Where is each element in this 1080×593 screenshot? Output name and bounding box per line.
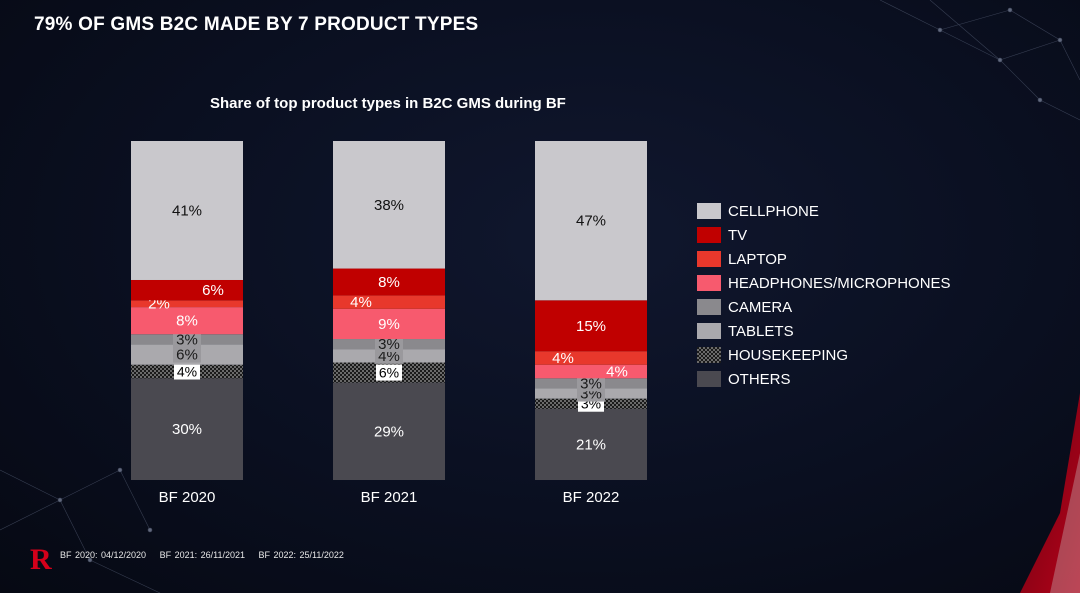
data-label-box xyxy=(376,364,402,381)
data-label-headphones-microphones: 9% xyxy=(378,316,400,333)
data-label-cellphone: 47% xyxy=(576,213,606,230)
bar-segment-cellphone xyxy=(535,141,647,301)
legend-swatch xyxy=(697,299,721,315)
legend-label: HOUSEKEEPING xyxy=(728,346,849,364)
bar-segment-tv xyxy=(333,268,445,296)
data-label-box xyxy=(174,363,200,380)
footnote: BF 2020: 04/12/2020 BF 2021: 26/11/2021 … xyxy=(60,550,354,560)
legend-swatch xyxy=(697,371,721,387)
page-title: 79% OF GMS B2C MADE BY 7 PRODUCT TYPES xyxy=(34,14,479,35)
data-label-camera: 3% xyxy=(176,331,198,348)
footnote-item: BF 2020: 04/12/2020 xyxy=(60,550,147,560)
bar-segment-others xyxy=(535,408,647,480)
x-tick-label: BF 2021 xyxy=(361,489,418,506)
brand-logo: R xyxy=(30,543,52,576)
footnote-item: BF 2022: 25/11/2022 xyxy=(258,550,344,560)
data-label-cellphone: 41% xyxy=(172,202,202,219)
data-label-box xyxy=(375,336,403,353)
legend-item-tablets: TABLETS xyxy=(697,319,951,343)
legend-label: CELLPHONE xyxy=(728,202,819,220)
legend-label: CAMERA xyxy=(728,298,793,316)
data-label-headphones-microphones: 4% xyxy=(606,364,628,381)
legend-item-housekeeping: HOUSEKEEPING xyxy=(697,343,951,367)
data-label-others: 30% xyxy=(172,421,202,438)
chart-title: Share of top product types in B2C GMS du… xyxy=(210,95,566,112)
bar-segment-laptop xyxy=(535,351,647,365)
legend-swatch xyxy=(697,323,721,339)
data-label-box xyxy=(173,331,201,348)
bar-segment-cellphone xyxy=(131,141,243,280)
bar-segment-laptop xyxy=(131,300,243,308)
bar-segment-laptop xyxy=(333,295,445,309)
legend-label: LAPTOP xyxy=(728,250,787,268)
legend-label: TV xyxy=(728,226,748,244)
legend-swatch xyxy=(697,275,721,291)
bar-segment-others xyxy=(131,378,243,480)
bar-segment-tv xyxy=(131,279,243,301)
bar-segment-others xyxy=(333,382,445,480)
footnote-item: BF 2021: 26/11/2021 xyxy=(159,550,245,560)
legend-swatch xyxy=(697,203,721,219)
data-label-camera: 3% xyxy=(378,336,400,353)
bar-segment-headphones-microphones xyxy=(131,307,243,335)
data-label-tv: 8% xyxy=(378,274,400,291)
legend-label: OTHERS xyxy=(728,370,791,388)
legend-item-headphones-microphones: HEADPHONES/MICROPHONES xyxy=(697,271,951,295)
data-label-headphones-microphones: 8% xyxy=(176,313,198,330)
legend-swatch xyxy=(697,227,721,243)
data-label-laptop: 4% xyxy=(552,350,574,367)
legend-swatch xyxy=(697,251,721,267)
legend-swatch xyxy=(697,347,721,363)
data-label-box xyxy=(173,346,201,363)
chart-legend: CELLPHONE TV LAPTOP HEADPHONES/MICROPHONES C… xyxy=(697,199,951,391)
bar-segment-tv xyxy=(535,300,647,352)
data-label-others: 29% xyxy=(374,423,404,440)
bar-segment-cellphone xyxy=(333,141,445,269)
data-label-camera: 3% xyxy=(580,375,602,392)
legend-item-laptop: LAPTOP xyxy=(697,247,951,271)
legend-label: TABLETS xyxy=(728,322,794,340)
legend-item-cellphone: CELLPHONE xyxy=(697,199,951,223)
legend-item-others: OTHERS xyxy=(697,367,951,391)
legend-label: HEADPHONES/MICROPHONES xyxy=(728,274,951,292)
bar-segment-headphones-microphones xyxy=(535,364,647,379)
legend-item-tv: TV xyxy=(697,223,951,247)
data-label-others: 21% xyxy=(576,436,606,453)
legend-item-camera: CAMERA xyxy=(697,295,951,319)
data-label-laptop: 4% xyxy=(350,294,372,311)
data-label-box xyxy=(577,375,605,392)
data-label-cellphone: 38% xyxy=(374,197,404,214)
data-label-tv: 15% xyxy=(576,318,606,335)
x-tick-label: BF 2022 xyxy=(563,489,620,506)
bar-segment-headphones-microphones xyxy=(333,308,445,340)
data-label-tv: 6% xyxy=(202,282,224,299)
data-label-housekeeping: 6% xyxy=(379,365,399,381)
x-tick-label: BF 2020 xyxy=(159,489,216,506)
data-label-tablets: 6% xyxy=(176,347,198,364)
corner-red-decoration xyxy=(1020,393,1080,593)
data-label-housekeeping: 4% xyxy=(177,364,197,380)
